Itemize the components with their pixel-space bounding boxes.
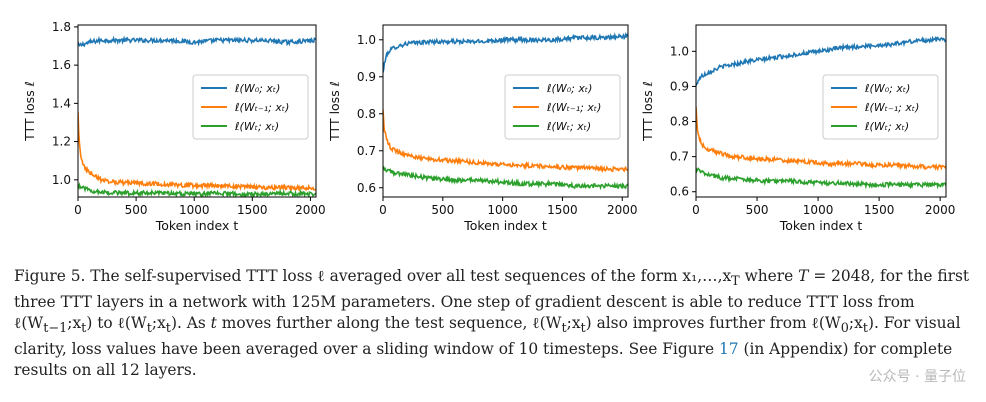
x-tick-label: 1500: [547, 203, 578, 217]
legend: ℓ(W₀; xₜ) ℓ(Wₜ₋₁; xₜ) ℓ(Wₜ; xₜ): [822, 74, 939, 140]
legend: ℓ(W₀; xₜ) ℓ(Wₜ₋₁; xₜ) ℓ(Wₜ; xₜ): [192, 74, 309, 140]
series-line-1: [78, 35, 316, 48]
chart-panel-3: 0 500 1000 1500 2000 0.6 0.7 0.8 0.9 1.0 Token ind…: [640, 24, 956, 233]
legend-entry-2: ℓ(Wₜ₋₁; xₜ): [864, 101, 919, 114]
x-tick-label: 0: [692, 203, 700, 217]
x-tick-label: 0: [74, 203, 82, 217]
y-axis-label: TTT loss ℓ: [327, 81, 342, 142]
x-tick-label: 1500: [864, 203, 895, 217]
figure-caption: Figure 5. The self-supervised TTT loss ℓ…: [14, 267, 970, 380]
y-tick-label: 1.0: [670, 44, 689, 58]
legend-entry-2: ℓ(Wₜ₋₁; xₜ): [234, 101, 289, 114]
series-line-1: [696, 35, 946, 87]
y-tick-label: 0.7: [670, 150, 689, 164]
y-tick-label: 0.8: [357, 107, 376, 121]
y-tick-label: 0.6: [357, 181, 376, 195]
legend-entry-3: ℓ(Wₜ; xₜ): [234, 120, 279, 133]
figure-reference-link[interactable]: 17: [718, 340, 739, 359]
y-tick-label: 1.8: [52, 20, 71, 34]
legend-entry-1: ℓ(W₀; xₜ): [546, 82, 592, 95]
legend-entry-3: ℓ(Wₜ; xₜ): [864, 120, 909, 133]
legend-entry-1: ℓ(W₀; xₜ): [234, 82, 280, 95]
x-tick-label: 2000: [607, 203, 638, 217]
y-tick-label: 1.0: [52, 173, 71, 187]
plot-frame: [77, 24, 317, 198]
x-tick-label: 1000: [487, 203, 518, 217]
y-tick-label: 0.6: [670, 185, 689, 199]
series-line-2: [78, 112, 316, 193]
x-axis-label: Token index t: [463, 218, 547, 233]
legend-entry-2: ℓ(Wₜ₋₁; xₜ): [546, 101, 601, 114]
x-tick-label: 0: [379, 203, 387, 217]
y-tick-label: 1.4: [52, 96, 71, 110]
series-line-3: [78, 181, 316, 197]
watermark: 公众号 · 量子位: [868, 369, 966, 385]
series-line-3: [383, 165, 628, 191]
legend-box: [192, 74, 309, 140]
y-tick-label: 1.6: [52, 58, 71, 72]
legend-entry-3: ℓ(Wₜ; xₜ): [546, 120, 591, 133]
y-tick-label: 1.0: [357, 33, 376, 47]
y-axis-label: TTT loss ℓ: [640, 81, 655, 142]
y-tick-label: 0.9: [357, 70, 376, 84]
y-tick-label: 0.7: [357, 144, 376, 158]
x-tick-label: 1500: [237, 203, 268, 217]
y-tick-label: 1.2: [52, 135, 71, 149]
x-tick-label: 2000: [925, 203, 956, 217]
chart-panel-2: 0 500 1000 1500 2000 0.6 0.7 0.8 0.9 1.0 Token ind…: [327, 24, 638, 233]
y-tick-label: 0.9: [670, 79, 689, 93]
legend-entry-1: ℓ(W₀; xₜ): [864, 82, 910, 95]
legend-box: [504, 74, 621, 140]
series-line-2: [696, 106, 946, 172]
series-line-1: [383, 31, 628, 73]
x-tick-label: 1000: [803, 203, 834, 217]
y-axis-label: TTT loss ℓ: [22, 81, 37, 142]
x-axis-label: Token index t: [779, 218, 863, 233]
x-tick-label: 500: [125, 203, 148, 217]
x-tick-label: 2000: [295, 203, 326, 217]
plot-frame: [695, 24, 947, 198]
y-tick-label: 0.8: [670, 115, 689, 129]
x-tick-label: 500: [431, 203, 454, 217]
figure-charts: 0 500 1000 1500 2000 1.0 1.2 1.4 1.6 1.8 Token ind…: [22, 20, 956, 233]
x-tick-label: 1000: [179, 203, 210, 217]
series-line-2: [383, 109, 628, 174]
series-line-3: [696, 167, 946, 190]
plot-frame: [382, 24, 629, 198]
x-axis-label: Token index t: [155, 218, 239, 233]
legend-box: [822, 74, 939, 140]
x-tick-label: 500: [746, 203, 769, 217]
legend: ℓ(W₀; xₜ) ℓ(Wₜ₋₁; xₜ) ℓ(Wₜ; xₜ): [504, 74, 621, 140]
chart-panel-1: 0 500 1000 1500 2000 1.0 1.2 1.4 1.6 1.8 Token ind…: [22, 20, 326, 233]
